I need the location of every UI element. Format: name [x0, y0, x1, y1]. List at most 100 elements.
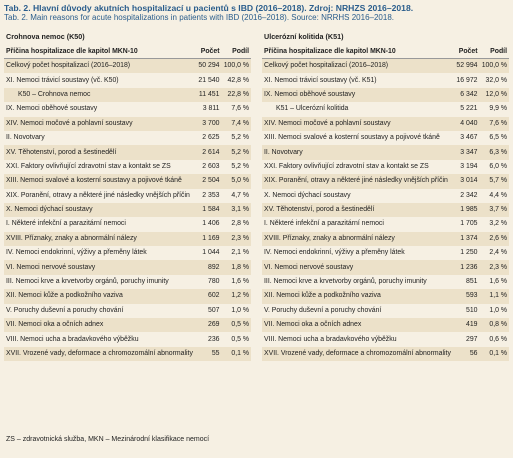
table-row: XII. Nemoci kůže a podkožního vaziva 593 1… — [262, 289, 509, 304]
table: Crohnova nemoc (K50) Příčina hospitalizac… — [4, 29, 251, 362]
table-cell: IV. Nemoci endokrinní, výživy a přeměny … — [6, 249, 147, 257]
table-cell: 297 — [465, 335, 478, 343]
table-cell: 1 584 — [196, 202, 222, 218]
table-cell: 2,8 % — [231, 220, 249, 228]
header-row: Příčina hospitalizace dle kapitol MKN-10… — [4, 44, 251, 59]
table-cell: 3 194 — [460, 162, 478, 170]
table-row: XV. Těhotenství, porod a šestinedělí 2 61… — [4, 145, 251, 160]
table-cell: XI. Nemoci trávicí soustavy (vč. K50) — [6, 76, 119, 84]
table-cell: 1 169 — [196, 231, 222, 247]
table-cell: 4 040 — [454, 116, 480, 131]
table-cell: 2 614 — [196, 145, 222, 160]
table-cell: 892 — [196, 260, 222, 275]
table-cell: XVII. Vrozené vady, deformace a chromozo… — [4, 346, 197, 362]
table-cell: XXI. Faktory ovlivňující zdravotní stav … — [6, 162, 171, 170]
table-cell: 5,2 % — [231, 134, 249, 142]
table-cell: V. Poruchy duševní a poruchy chování — [264, 306, 382, 314]
table-cell: VII. Nemoci oka a očních adnex — [4, 318, 197, 333]
table-cell: 0,1 % — [221, 346, 251, 362]
table-row: XIX. Poranění, otravy a některé jiné nás… — [262, 174, 509, 189]
table-cell: 1,2 % — [221, 289, 251, 304]
table-cell: VI. Nemoci nervové soustavy — [262, 260, 455, 275]
table-cell: 3 014 — [454, 174, 480, 189]
table-cell: 2,3 % — [479, 260, 509, 275]
table-row: V. Poruchy duševní a poruchy chování 510 1… — [262, 304, 509, 318]
table-cell: 11 451 — [196, 87, 222, 103]
table-row: IV. Nemoci endokrinní, výživy a přeměny … — [262, 246, 509, 260]
table-cell: XV. Těhotenství, porod a šestinedělí — [262, 202, 455, 218]
table-cell: 3 347 — [454, 145, 480, 160]
table-cell: 0,8 % — [479, 318, 509, 333]
table-cell: XIII. Nemoci svalové a kosterní soustavy… — [4, 174, 197, 189]
table-row: IX. Nemoci oběhové soustavy 3 811 7,6 % — [4, 102, 251, 116]
table-cell: 2,3 % — [221, 231, 251, 247]
table-cell: X. Nemoci dýchací soustavy — [4, 202, 197, 218]
column-header: Příčina hospitalizace dle kapitol MKN-10 — [262, 44, 455, 59]
table-cell: 5,2 % — [231, 162, 249, 170]
table-cell: V. Poruchy duševní a poruchy chování — [6, 306, 124, 314]
table-row: XIII. Nemoci svalové a kosterní soustavy… — [4, 174, 251, 189]
table-cell: 32,0 % — [485, 76, 507, 84]
table-row: VII. Nemoci oka a očních adnex 419 0,8 % — [262, 318, 509, 333]
table-row: IX. Nemoci oběhové soustavy 6 342 12,0 % — [262, 87, 509, 103]
table-cell: XIV. Nemoci močové a pohlavní soustavy — [4, 116, 197, 131]
table-row: X. Nemoci dýchací soustavy 2 342 4,4 % — [262, 189, 509, 203]
table-row: VI. Nemoci nervové soustavy 892 1,8 % — [4, 260, 251, 275]
table-cell: 2 603 — [202, 162, 220, 170]
table-cell: X. Nemoci dýchací soustavy — [264, 191, 351, 199]
table-cell: 56 — [454, 346, 480, 362]
table-cell: 50 294 — [196, 58, 222, 74]
table-cell: 507 — [207, 306, 220, 314]
table-cell: 2,4 % — [489, 249, 507, 257]
table-row: VIII. Nemoci ucha a bradavkového výběžku… — [262, 332, 509, 346]
table-cell: Celkový počet hospitalizací (2016–2018) — [4, 58, 197, 74]
table-cell: 1,6 % — [489, 278, 507, 286]
table-row: K50 – Crohnova nemoc 11 451 22,8 % — [4, 87, 251, 103]
table-cell: 2 625 — [202, 134, 220, 142]
table-cell: I. Některé infekční a parazitární nemoci — [264, 220, 384, 228]
table-row: VIII. Nemoci ucha a bradavkového výběžku… — [4, 332, 251, 346]
table-row: I. Některé infekční a parazitární nemoci… — [262, 217, 509, 231]
table-cell: III. Nemoci krve a krvetvorby orgánů, po… — [264, 278, 427, 286]
table-cell: 5,7 % — [479, 174, 509, 189]
table-caption: Ulcerózní kolitida (K51) — [264, 32, 344, 41]
table-row: XIX. Poranění, otravy a některé jiné nás… — [4, 189, 251, 203]
table-cell: 55 — [196, 346, 222, 362]
table-cell: XIII. Nemoci svalové a kosterní soustavy… — [264, 134, 440, 142]
table-cell: IX. Nemoci oběhové soustavy — [6, 105, 98, 113]
column-header: Podíl — [479, 44, 509, 59]
tables: Crohnova nemoc (K50) Příčina hospitalizac… — [4, 29, 509, 362]
table-cell: 52 994 — [454, 58, 480, 74]
table-row: Celkový počet hospitalizací (2016–2018) 5… — [4, 58, 251, 74]
table-row: IV. Nemoci endokrinní, výživy a přeměny … — [4, 246, 251, 260]
table-row: V. Poruchy duševní a poruchy chování 507 1… — [4, 304, 251, 318]
table-cell: II. Novotvary — [6, 134, 45, 142]
table: Ulcerózní kolitida (K51) Příčina hospital… — [262, 29, 509, 362]
table-cell: 6 342 — [454, 87, 480, 103]
table-row: XII. Nemoci kůže a podkožního vaziva 602 1… — [4, 289, 251, 304]
table-cell: VIII. Nemoci ucha a bradavkového výběžku — [6, 335, 139, 343]
table-cell: 22,8 % — [221, 87, 251, 103]
table-row: XVII. Vrozené vady, deformace a chromozo… — [4, 346, 251, 362]
table-cell: XIX. Poranění, otravy a některé jiné nás… — [6, 191, 190, 199]
table-row: VI. Nemoci nervové soustavy 1 236 2,3 % — [262, 260, 509, 275]
table-row: XI. Nemoci trávicí soustavy (vč. K50) 21 … — [4, 73, 251, 87]
table-cell: 3,1 % — [221, 202, 251, 218]
table-row: X. Nemoci dýchací soustavy 1 584 3,1 % — [4, 202, 251, 218]
table-cell: 3,2 % — [489, 220, 507, 228]
column-header: Podíl — [221, 44, 251, 59]
table-cell: Celkový počet hospitalizací (2016–2018) — [262, 58, 455, 74]
table-cell: 1,0 % — [489, 306, 507, 314]
table-cell: VII. Nemoci oka a očních adnex — [262, 318, 455, 333]
table-cell: 1 250 — [460, 249, 478, 257]
table-cell: 0,1 % — [479, 346, 509, 362]
table-cell: 7,4 % — [221, 116, 251, 131]
table-cell: XIV. Nemoci močové a pohlavní soustavy — [262, 116, 455, 131]
header-row: Příčina hospitalizace dle kapitol MKN-10… — [262, 44, 509, 59]
table-cell: 1,1 % — [479, 289, 509, 304]
table-cell: 42,8 % — [227, 76, 249, 84]
table-row: Celkový počet hospitalizací (2016–2018) 5… — [262, 58, 509, 74]
table-cell: 1 705 — [460, 220, 478, 228]
table-cell: 12,0 % — [479, 87, 509, 103]
